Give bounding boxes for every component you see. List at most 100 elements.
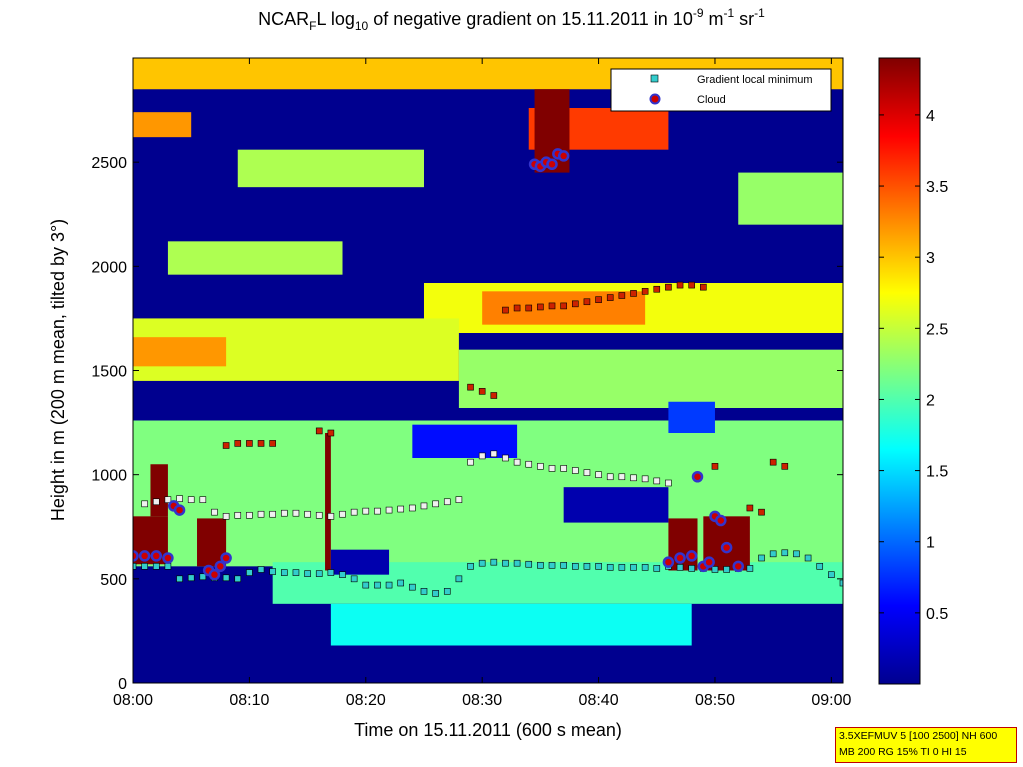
gradient-minimum-marker [246, 569, 253, 576]
gradient-minimum-marker [257, 510, 265, 518]
heatmap-layer [330, 549, 390, 575]
info-line-2: MB 200 RG 15% TI 0 HI 15 [839, 746, 967, 758]
gradient-minimum-marker [630, 564, 637, 571]
gradient-minimum-marker [315, 570, 323, 577]
gradient-minimum-marker [653, 565, 661, 572]
y-tick-label: 0 [118, 676, 127, 693]
upper-cloud-marker [618, 292, 626, 299]
upper-cloud-marker [665, 283, 672, 291]
gradient-minimum-marker [199, 496, 207, 503]
legend-label-cloud: Cloud [697, 94, 726, 106]
heatmap-layer [668, 401, 715, 433]
heatmap-layer [458, 349, 843, 408]
upper-cloud-marker [327, 429, 335, 437]
gradient-minimum-marker [571, 467, 579, 474]
upper-cloud-marker [700, 283, 707, 291]
info-line-1: 3.5XEFMUV 5 [100 2500] NH 600 [839, 730, 998, 742]
gradient-minimum-marker [537, 561, 544, 569]
cloud-marker [220, 552, 232, 564]
gradient-minimum-marker [257, 566, 265, 573]
gradient-minimum-marker [292, 569, 300, 576]
upper-cloud-marker [653, 285, 661, 293]
colorbar-tick-label: 3.5 [926, 179, 948, 196]
heatmap-layer [412, 424, 518, 458]
y-tick-label: 1500 [91, 364, 127, 381]
gradient-minimum-marker [350, 575, 358, 583]
upper-cloud-marker [571, 300, 579, 308]
gradient-minimum-marker [513, 559, 521, 567]
upper-cloud-marker [490, 392, 498, 399]
marker-layer [133, 148, 843, 597]
cloud-marker [150, 550, 163, 562]
gradient-minimum-marker [211, 508, 218, 516]
x-tick-label: 08:50 [695, 692, 735, 709]
heatmap-layer [325, 433, 331, 571]
gradient-minimum-marker [525, 460, 533, 468]
y-tick-label: 2500 [91, 155, 127, 172]
cloud-marker [546, 158, 558, 170]
heatmap-layer [150, 464, 168, 517]
upper-cloud-marker [769, 458, 777, 466]
gradient-minimum-marker [502, 559, 509, 567]
x-axis: 08:00 08:10 08:20 08:30 08:40 08:50 09:00 [113, 58, 851, 709]
colorbar-tick-label: 1 [926, 535, 935, 552]
gradient-minimum-marker [630, 474, 637, 482]
cloud-marker [691, 471, 704, 483]
gradient-minimum-marker [537, 463, 544, 470]
gradient-minimum-marker [548, 561, 556, 569]
gradient-minimum-marker [758, 554, 765, 562]
x-tick-label: 09:00 [811, 692, 851, 709]
gradient-minimum-marker [269, 510, 276, 518]
gradient-minimum-marker [560, 561, 567, 569]
gradient-minimum-marker [606, 564, 614, 571]
cloud-marker [138, 550, 151, 562]
legend-marker-cloud [649, 93, 661, 105]
gradient-minimum-marker [828, 571, 835, 578]
colorbar-tick-label: 2 [926, 392, 935, 409]
upper-cloud-marker [269, 440, 276, 447]
gradient-minimum-marker [420, 502, 428, 510]
gradient-minimum-marker [513, 458, 521, 466]
gradient-minimum-marker [141, 563, 148, 570]
upper-cloud-marker [222, 442, 230, 449]
gradient-minimum-marker [525, 560, 533, 568]
gradient-minimum-marker [327, 569, 335, 576]
gradient-minimum-marker [234, 575, 242, 583]
gradient-minimum-marker [432, 500, 439, 508]
gradient-minimum-marker [362, 581, 370, 589]
gradient-minimum-marker [397, 505, 405, 513]
gradient-minimum-marker [164, 496, 172, 503]
gradient-minimum-marker [665, 479, 672, 487]
gradient-minimum-marker [385, 506, 393, 514]
gradient-minimum-marker [176, 575, 183, 583]
gradient-minimum-marker [711, 566, 719, 573]
y-tick-label: 1000 [91, 468, 127, 485]
gradient-minimum-marker [804, 554, 812, 562]
x-tick-label: 08:00 [113, 692, 153, 709]
heatmap-layer [133, 516, 168, 565]
heatmap-layer [167, 241, 343, 275]
heatmap-layer [133, 112, 192, 138]
chart-title: NCARFL log10 of negative gradient on 15.… [258, 6, 765, 33]
gradient-minimum-marker [839, 579, 843, 587]
cloud-marker [557, 150, 570, 162]
heatmap-layer [330, 603, 692, 646]
gradient-minimum-marker [816, 563, 824, 570]
gradient-minimum-marker [676, 564, 684, 571]
gradient-minimum-marker [618, 473, 626, 481]
colorbar-tick-label: 0.5 [926, 606, 948, 623]
cloud-marker [715, 514, 727, 527]
gradient-minimum-marker [304, 510, 311, 518]
upper-cloud-marker [513, 304, 521, 312]
gradient-minimum-marker [339, 510, 346, 518]
gradient-minimum-marker [443, 498, 451, 506]
gradient-minimum-marker [187, 574, 195, 582]
gradient-minimum-marker [641, 564, 649, 571]
upper-cloud-marker [630, 290, 637, 297]
upper-cloud-marker [548, 302, 556, 310]
gradient-minimum-marker [688, 565, 695, 572]
gradient-minimum-marker [595, 471, 602, 478]
gradient-minimum-marker [583, 563, 591, 570]
x-axis-label: Time on 15.11.2011 (600 s mean) [354, 720, 622, 740]
upper-cloud-marker [641, 288, 649, 295]
